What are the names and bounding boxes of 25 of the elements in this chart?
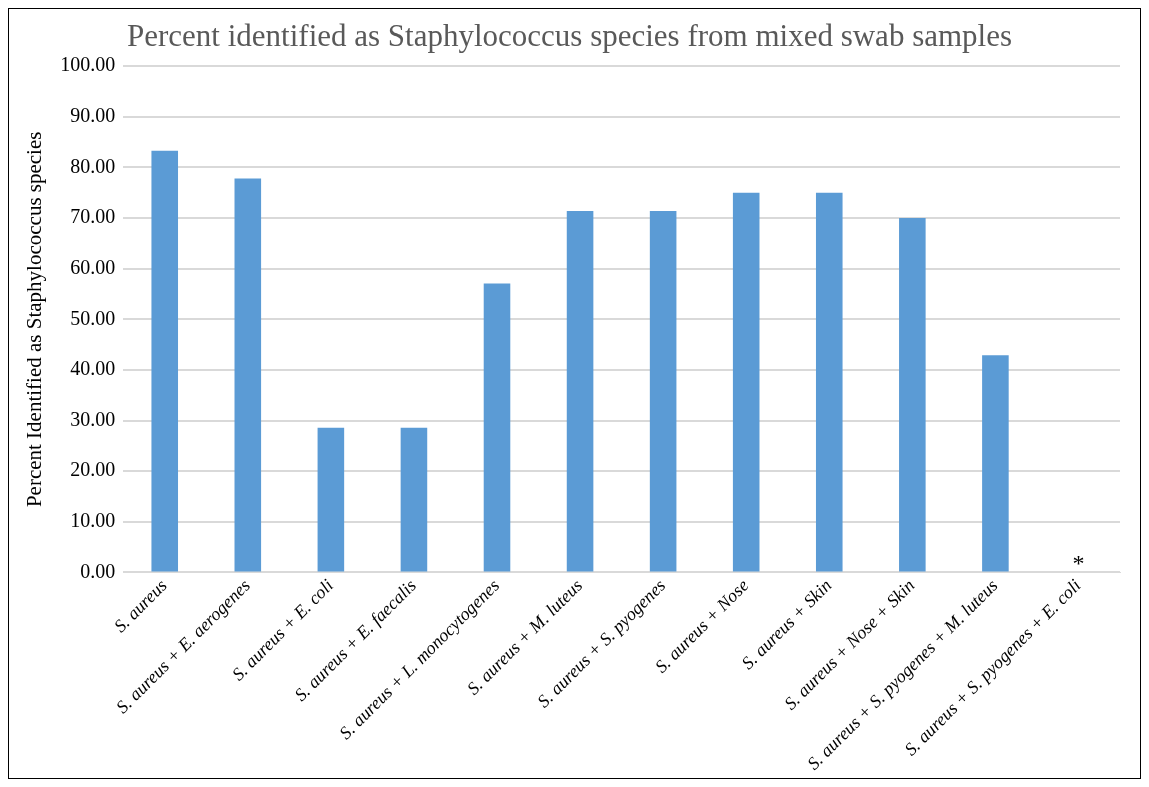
y-tick-label: 60.00 [70, 255, 116, 278]
bar [566, 210, 594, 572]
bar [815, 192, 843, 572]
bar [483, 283, 511, 572]
chart-title: Percent identified as Staphylococcus species from mixed swab samples [127, 17, 1012, 53]
bar [899, 218, 926, 572]
y-tick-label: 90.00 [70, 104, 116, 127]
y-tick-label: 80.00 [70, 154, 116, 177]
bar [317, 427, 345, 572]
y-tick-label: 30.00 [70, 407, 116, 430]
bar [732, 192, 760, 572]
bar [400, 427, 428, 572]
y-tick-label: 40.00 [70, 357, 116, 380]
y-tick-label: 0.00 [80, 559, 116, 582]
y-tick-label: 100.00 [60, 53, 116, 76]
y-tick-label: 20.00 [70, 458, 116, 481]
bar [234, 178, 262, 572]
bar [151, 150, 179, 572]
y-axis-title: Percent Identified as Staphylococcus species [22, 131, 47, 508]
annotation: * [1072, 549, 1085, 576]
y-tick-label: 10.00 [70, 509, 116, 532]
bar [982, 355, 1009, 572]
y-tick-label: 70.00 [70, 205, 116, 228]
bar [649, 210, 677, 572]
y-tick-label: 50.00 [70, 306, 116, 329]
